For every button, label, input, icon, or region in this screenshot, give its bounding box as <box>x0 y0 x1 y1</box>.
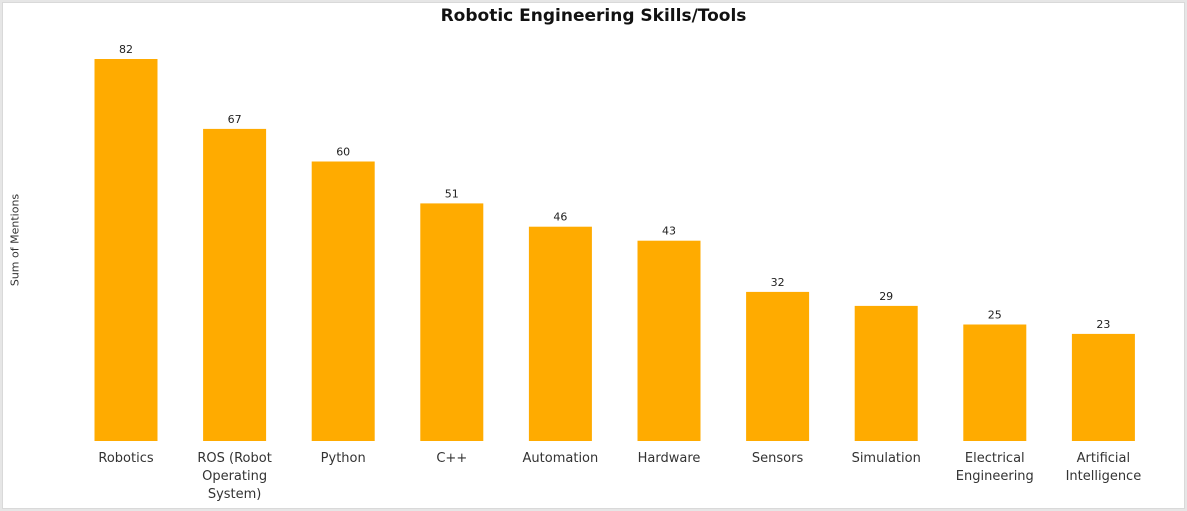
category-label-5: Hardware <box>637 451 701 466</box>
bar-value-label-9: 23 <box>1096 318 1110 331</box>
bar-value-label-3: 51 <box>445 187 459 200</box>
bar-3 <box>420 203 484 441</box>
bar-value-label-0: 82 <box>119 43 133 56</box>
category-label-9: Artificial Intelligence <box>1065 451 1142 484</box>
category-label-8: Electrical Engineering <box>955 451 1034 484</box>
category-label-6: Sensors <box>751 451 804 466</box>
bar-value-label-1: 67 <box>228 113 242 126</box>
category-label-0: Robotics <box>98 451 154 466</box>
category-label-1: ROS (Robot Operating System) <box>197 451 272 502</box>
bar-5 <box>637 240 701 441</box>
category-label-7: Simulation <box>851 451 921 466</box>
bar-6 <box>746 291 810 441</box>
bar-value-label-2: 60 <box>336 146 350 159</box>
bar-value-label-4: 46 <box>553 211 567 224</box>
category-label-4: Automation <box>522 451 599 466</box>
bar-2 <box>311 161 375 441</box>
bar-7 <box>854 305 918 441</box>
bar-value-label-6: 32 <box>771 276 785 289</box>
category-label-3: C++ <box>436 451 468 466</box>
chart-title: Robotic Engineering Skills/Tools <box>440 6 747 26</box>
bar-8 <box>963 324 1027 441</box>
bar-value-label-5: 43 <box>662 225 676 238</box>
bar-9 <box>1071 333 1135 441</box>
bar-1 <box>203 128 267 441</box>
bar-value-label-7: 29 <box>879 290 893 303</box>
bar-value-label-8: 25 <box>988 309 1002 322</box>
bar-0 <box>94 59 158 441</box>
category-label-2: Python <box>320 451 366 466</box>
bar-4 <box>528 226 592 441</box>
